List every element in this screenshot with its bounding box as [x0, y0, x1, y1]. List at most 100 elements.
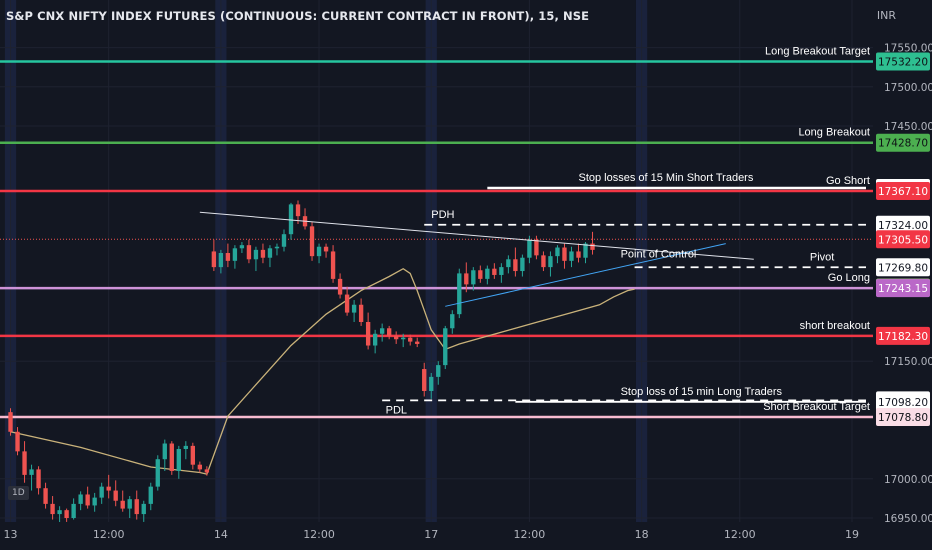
- price-tag-text: 17098.20: [878, 397, 928, 409]
- price-tag-bg: [876, 52, 930, 71]
- price-tag-bg: [876, 230, 930, 249]
- candle-body: [78, 494, 83, 504]
- price-tag-text: 17305.50: [878, 234, 928, 246]
- candle-body: [204, 469, 210, 473]
- candle-body: [176, 449, 181, 471]
- candle: [485, 265, 490, 285]
- candle-body: [43, 488, 48, 504]
- candle: [548, 251, 553, 277]
- candle: [394, 331, 399, 344]
- candle-body: [22, 451, 27, 475]
- candle: [204, 466, 210, 476]
- candle-body: [85, 494, 90, 506]
- candle-body: [71, 503, 76, 518]
- candle: [365, 312, 371, 350]
- x-tick-label: 12:00: [514, 528, 546, 541]
- candle-body: [323, 246, 329, 252]
- candle: [85, 486, 90, 509]
- candle: [78, 491, 83, 511]
- candle: [372, 329, 378, 354]
- candle-body: [281, 234, 287, 247]
- chart-title: S&P CNX NIFTY INDEX FUTURES (CONTINUOUS:…: [6, 9, 590, 23]
- candle: [590, 231, 595, 255]
- segment-label-stop-short-traders: Stop losses of 15 Min Short Traders: [578, 172, 753, 184]
- level-lines: [0, 60, 873, 419]
- candle-body: [548, 256, 553, 268]
- price-tag-text: 17182.30: [878, 331, 928, 343]
- candle: [534, 235, 539, 260]
- candle: [351, 300, 357, 322]
- candle: [64, 508, 69, 522]
- price-tag-text: 17428.70: [878, 138, 928, 150]
- candle: [583, 242, 588, 264]
- candle: [211, 239, 217, 272]
- vwap-layer: [10, 267, 635, 475]
- candle-body: [113, 490, 118, 501]
- price-tag-text: 17269.80: [878, 262, 928, 274]
- x-tick-label: 13: [4, 528, 18, 541]
- price-tag-short-breakout: 17182.30: [876, 326, 930, 345]
- candle: [471, 267, 476, 291]
- level-label-long-breakout: Long Breakout: [798, 127, 870, 139]
- candle-body: [372, 333, 378, 346]
- candle: [267, 245, 273, 268]
- candle: [15, 427, 20, 456]
- candle-body: [134, 499, 139, 515]
- candle: [50, 496, 55, 520]
- candle: [422, 362, 427, 397]
- price-tag-short-breakout-target: 17078.80: [876, 408, 930, 427]
- interval-badge[interactable]: 1D: [8, 486, 29, 500]
- candle-body: [330, 251, 336, 279]
- segment-label-pivot: Pivot: [810, 251, 834, 263]
- candle-body: [365, 322, 371, 346]
- candle-body: [513, 259, 518, 272]
- price-tag-bg: [876, 133, 930, 152]
- price-tag-market-price: 17305.50: [876, 230, 930, 249]
- candle: [141, 500, 146, 522]
- x-tick-label: 12:00: [724, 528, 756, 541]
- candle-body: [155, 459, 160, 487]
- candle: [239, 242, 245, 254]
- level-label-go-long: Go Long: [828, 272, 870, 284]
- time-axis: 13 12:00 14 12:00 17 12:00 18 12:00 19: [0, 522, 932, 550]
- candle-body: [401, 337, 406, 340]
- level-label-go-short: Go Short: [826, 175, 870, 187]
- price-tag-go-long: 17243.15: [876, 279, 930, 298]
- candle: [337, 273, 343, 299]
- candle: [260, 243, 266, 264]
- candle: [29, 464, 34, 491]
- price-tag-text: 17324.00: [878, 220, 928, 232]
- time-axis-bg: [0, 522, 932, 550]
- candle: [71, 498, 76, 520]
- candle: [92, 492, 97, 512]
- price-tag-text: 17243.15: [878, 283, 928, 295]
- candle: [408, 334, 413, 346]
- candle: [253, 246, 259, 272]
- candle: [506, 255, 511, 274]
- candle-body: [590, 243, 595, 250]
- candle: [302, 208, 308, 230]
- candle: [190, 442, 196, 470]
- candle-body: [562, 247, 567, 261]
- candle: [225, 243, 231, 268]
- candle-body: [36, 469, 41, 489]
- candle: [43, 482, 48, 509]
- y-tick-label: 17150.00: [884, 356, 932, 368]
- y-tick-label: 17450.00: [884, 121, 932, 133]
- candle-body: [337, 278, 343, 295]
- candle-body: [50, 503, 55, 515]
- trendlines-layer: [199, 211, 754, 307]
- candle-body: [225, 253, 231, 261]
- candle-body: [190, 445, 196, 465]
- candle: [148, 482, 153, 511]
- level-label-short-breakout-target: Short Breakout Target: [763, 401, 870, 413]
- candle-body: [127, 499, 132, 509]
- candle-body: [583, 243, 588, 258]
- x-tick-label: 12:00: [303, 528, 335, 541]
- candle: [576, 243, 581, 263]
- candle-body: [99, 486, 104, 498]
- candle: [232, 245, 238, 269]
- candle: [155, 455, 160, 491]
- candle: [436, 361, 441, 385]
